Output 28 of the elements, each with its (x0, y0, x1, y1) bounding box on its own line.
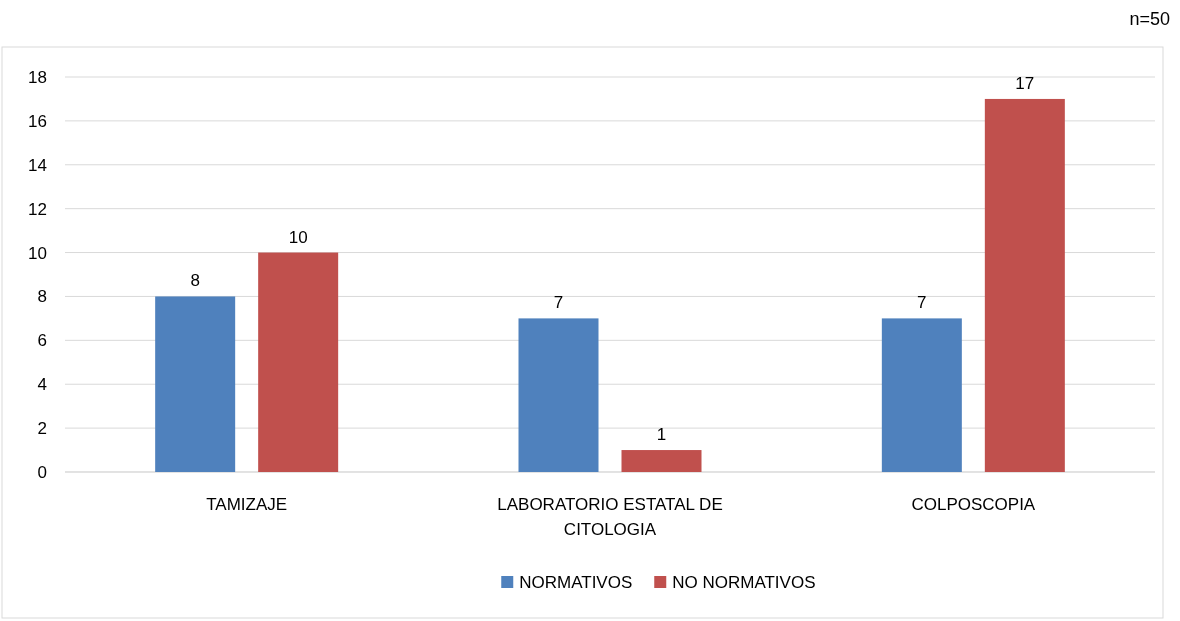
data-label: 10 (288, 227, 308, 247)
y-tick-label: 4 (37, 375, 47, 395)
bar (984, 98, 1065, 472)
text: n=50 (1129, 9, 1170, 29)
y-tick-label: 10 (28, 243, 47, 263)
bar (518, 318, 599, 472)
y-tick-label: 6 (37, 331, 47, 351)
data-label: 8 (190, 271, 200, 291)
bar (881, 318, 962, 472)
x-tick-label: LABORATORIO ESTATAL DE CITOLOGIA (497, 495, 723, 539)
y-tick-label: 18 (28, 67, 47, 87)
y-tick-label: 12 (28, 199, 47, 219)
bar (621, 450, 702, 472)
y-tick-label: 0 (37, 462, 47, 482)
y-tick-label: 8 (37, 287, 47, 307)
x-tick-label: COLPOSCOPIA (911, 495, 1036, 514)
legend-label: NO NORMATIVOS (672, 572, 816, 592)
legend-label: NORMATIVOS (519, 572, 633, 592)
bar (155, 296, 236, 472)
data-label: 7 (553, 293, 564, 313)
data-label: 17 (1015, 73, 1035, 93)
x-tick-label: TAMIZAJE (206, 495, 288, 514)
y-tick-label: 2 (37, 419, 47, 439)
data-label: 1 (656, 425, 667, 445)
y-tick-label: 16 (28, 111, 47, 131)
data-label: 7 (917, 293, 927, 313)
bar (258, 252, 339, 472)
y-tick-label: 14 (28, 155, 47, 175)
